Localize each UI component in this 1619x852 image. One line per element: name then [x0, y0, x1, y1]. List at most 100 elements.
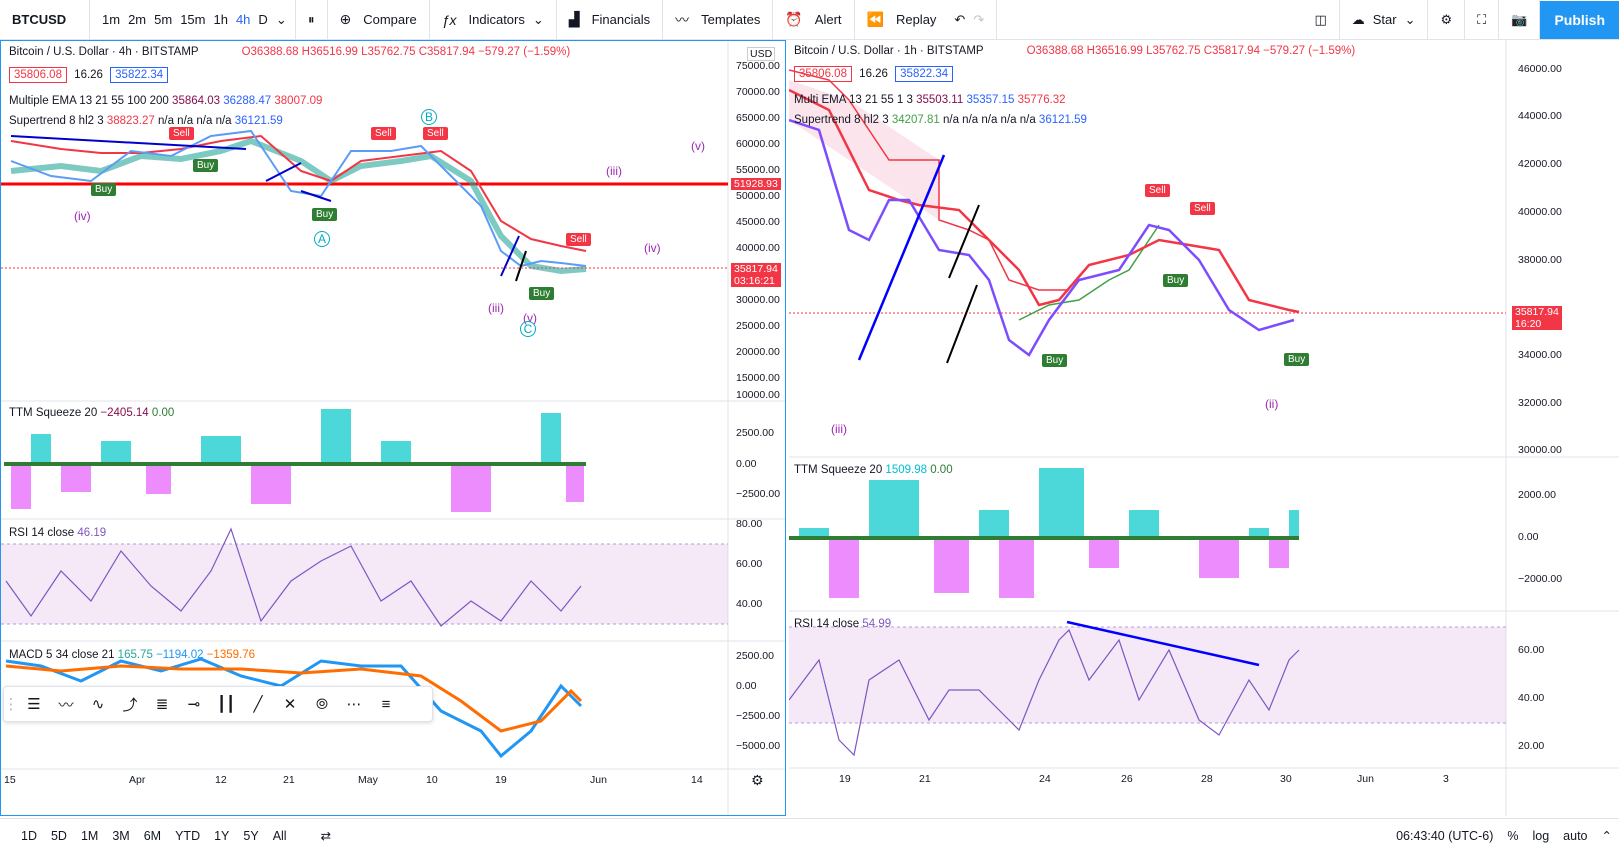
chevron-up-icon[interactable]: ⌃ — [1601, 829, 1612, 843]
time-tick: 21 — [283, 774, 295, 786]
snapshot-button[interactable]: 📷 — [1499, 0, 1541, 40]
log-toggle[interactable]: log — [1532, 828, 1550, 843]
right-bid[interactable]: 35806.08 — [794, 66, 852, 82]
interval-1h[interactable]: 1h — [213, 12, 228, 27]
buy-signal: Buy — [312, 208, 338, 221]
range-all[interactable]: All — [272, 828, 287, 843]
ema-value-1: 35864.03 — [172, 95, 221, 107]
brush-tool-icon[interactable]: ⦾ — [315, 695, 328, 713]
left-chart-pane[interactable]: Bitcoin / U.S. Dollar · 4h · BITSTAMP O3… — [0, 40, 786, 816]
interval-15m[interactable]: 15m — [180, 12, 206, 27]
ttm-value-2: 0.00 — [930, 464, 953, 476]
drag-handle-icon[interactable]: ⋮ — [3, 696, 19, 713]
macd-tick: 0.00 — [736, 680, 757, 692]
range-1y[interactable]: 1Y — [214, 828, 230, 843]
trendline-black-2 — [946, 284, 978, 364]
buy-signal: Buy — [91, 183, 117, 196]
ttm-value: 1509.98 — [885, 464, 927, 476]
range-3m[interactable]: 3M — [112, 828, 130, 843]
indicators-label: Indicators — [468, 12, 525, 27]
wave-label: (v) — [691, 139, 705, 153]
sell-signal: Sell — [423, 127, 448, 140]
currency-label: USD — [747, 47, 776, 61]
settings-button[interactable]: ⚙ — [1428, 0, 1466, 40]
price-tick: 30000.00 — [736, 294, 780, 306]
interval-5m[interactable]: 5m — [154, 12, 173, 27]
supertrend-value-3: 36121.59 — [234, 115, 283, 127]
financials-button[interactable]: ▟ Financials — [557, 0, 664, 40]
fib-tool-icon[interactable]: ≣ — [155, 696, 169, 713]
time-tick: May — [358, 774, 378, 786]
interval-2m[interactable]: 2m — [128, 12, 147, 27]
ema-value-2: 36288.47 — [223, 95, 272, 107]
right-ohlc: O36388.68 H36516.99 L35762.75 C35817.94 … — [1026, 45, 1356, 57]
plus-circle-icon: ⊕ — [339, 11, 352, 27]
trendline-4 — [500, 235, 520, 277]
supertrend-green — [10, 137, 587, 275]
right-chart-pane[interactable]: Bitcoin / U.S. Dollar · 1h · BITSTAMP O3… — [789, 40, 1619, 816]
interval-4h[interactable]: 4h — [235, 12, 251, 27]
chevron-down-icon[interactable]: ⌄ — [532, 11, 544, 27]
left-supertrend-legend: Supertrend 8 hl2 3 38823.27 n/a n/a n/a … — [9, 115, 283, 127]
pattern-tool-icon[interactable]: ✕ — [283, 696, 297, 713]
redo-icon[interactable]: ↷ — [973, 11, 985, 27]
interval-d[interactable]: D — [258, 12, 268, 27]
interval-1m[interactable]: 1m — [102, 12, 121, 27]
ruler-tool-icon[interactable]: ≡ — [381, 695, 391, 713]
trendline-icon[interactable]: ╱ — [253, 696, 263, 713]
range-1m[interactable]: 1M — [80, 828, 99, 843]
percent-toggle[interactable]: % — [1507, 828, 1519, 843]
wave-tool-icon[interactable]: 〰 — [58, 696, 74, 714]
symbol-label: BTCUSD — [12, 12, 67, 27]
right-ema-legend: Multi EMA 13 21 55 1 3 35503.11 35357.15… — [794, 94, 1066, 106]
supertrend-value-2: n/a — [215, 115, 232, 127]
wave-circle-label: B — [421, 109, 437, 125]
replay-button[interactable]: ⏪ Replay ↶ ↷ — [855, 0, 998, 40]
fullscreen-button[interactable]: ⛶ — [1465, 0, 1500, 40]
wave-label: (iii) — [606, 164, 622, 178]
wave-circle-label: A — [314, 231, 330, 247]
ema-slow-line — [789, 88, 1300, 314]
path-tool-icon[interactable]: ⤴ — [122, 696, 138, 714]
ttm-tick: 2500.00 — [736, 427, 774, 439]
undo-icon[interactable]: ↶ — [954, 11, 966, 27]
right-ask[interactable]: 35822.34 — [895, 66, 954, 82]
left-bid[interactable]: 35806.08 — [9, 67, 67, 83]
auto-toggle[interactable]: auto — [1563, 828, 1588, 843]
indicators-button[interactable]: ƒx Indicators ⌄ — [430, 0, 557, 40]
range-5y[interactable]: 5Y — [243, 828, 259, 843]
wave-label: (iv) — [74, 209, 91, 223]
lines-tool-icon[interactable]: ☰ — [27, 696, 41, 713]
left-chart-canvas[interactable] — [1, 41, 786, 816]
range-ytd[interactable]: YTD — [175, 828, 201, 843]
star-button[interactable]: ☁ Star ⌄ — [1340, 0, 1429, 40]
chevron-down-icon[interactable]: ⌄ — [1404, 11, 1416, 27]
symbol-search-button[interactable]: BTCUSD — [0, 0, 90, 40]
chevron-down-icon[interactable]: ⌄ — [275, 11, 287, 27]
layout-button[interactable]: ◫ — [1302, 0, 1340, 40]
ema-value-3: 38007.09 — [274, 95, 323, 107]
chart-settings-icon[interactable]: ⚙ — [751, 772, 764, 788]
sell-signal: Sell — [371, 127, 396, 140]
left-ask[interactable]: 35822.34 — [110, 67, 169, 83]
publish-button[interactable]: Publish — [1540, 0, 1619, 39]
abc-wave-tool-icon[interactable]: ∿ — [91, 696, 105, 713]
compare-button[interactable]: ⊕ Compare — [328, 0, 430, 40]
templates-button[interactable]: 〰 Templates — [663, 0, 774, 40]
range-5d[interactable]: 5D — [50, 828, 67, 843]
alert-button[interactable]: ⏰ Alert — [773, 0, 855, 40]
goto-date-icon[interactable]: ⇄ — [320, 829, 332, 843]
trendline-1 — [10, 135, 247, 150]
left-ema-legend: Multiple EMA 13 21 55 100 200 35864.03 3… — [9, 95, 322, 107]
horizontal-ray-icon[interactable]: ⊸ — [187, 696, 201, 713]
chart-type-button[interactable]: ⏸ — [296, 0, 328, 40]
price-tick: 42000.00 — [1518, 158, 1562, 170]
price-tick: 75000.00 — [736, 60, 780, 72]
right-chart-canvas[interactable] — [789, 40, 1619, 816]
channel-tool-icon[interactable]: ⋯ — [346, 696, 362, 713]
candles-tool-icon[interactable]: ┃┃ — [216, 696, 236, 713]
range-1d[interactable]: 1D — [21, 828, 37, 843]
ttm-label: TTM Squeeze 20 — [9, 407, 98, 419]
range-6m[interactable]: 6M — [143, 828, 162, 843]
clock[interactable]: 06:43:40 (UTC-6) — [1396, 828, 1494, 843]
